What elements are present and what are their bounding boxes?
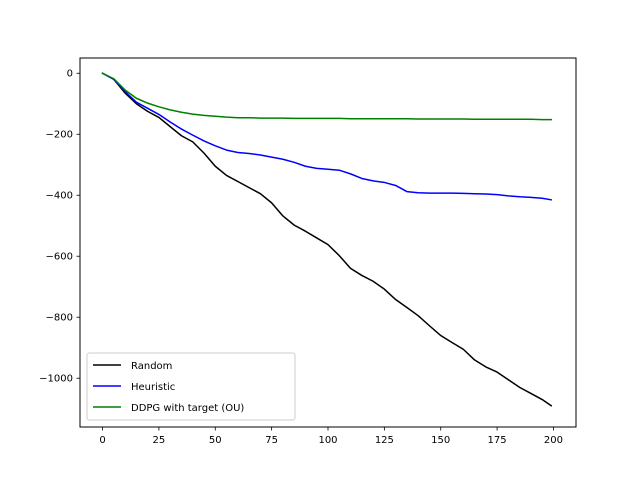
- y-tick-label: −600: [46, 252, 73, 263]
- x-tick-label: 75: [265, 435, 278, 446]
- x-tick-label: 0: [99, 435, 105, 446]
- legend-box: [86, 352, 296, 421]
- y-tick-label: −400: [46, 191, 73, 202]
- y-tick-label: −800: [46, 313, 73, 324]
- legend: Random Heuristic DDPG with target (OU): [86, 352, 296, 421]
- x-tick-label: 150: [431, 435, 450, 446]
- x-tick-label: 50: [209, 435, 222, 446]
- y-tick-label: 0: [67, 69, 73, 80]
- x-tick-label: 25: [153, 435, 166, 446]
- legend-label: DDPG with target (OU): [131, 403, 244, 414]
- legend-label: Heuristic: [131, 382, 175, 393]
- x-tick-label: 100: [318, 435, 337, 446]
- series-line-0: [101, 72, 553, 407]
- legend-label: Random: [131, 361, 172, 372]
- y-tick-label: −1000: [39, 374, 73, 385]
- y-tick-label: −200: [46, 130, 73, 141]
- x-tick-label: 200: [544, 435, 563, 446]
- series-line-1: [101, 72, 553, 201]
- x-tick-label: 175: [488, 435, 507, 446]
- y-axis: 0 −200 −400 −600 −800 −1000: [39, 69, 80, 385]
- series-line-2: [101, 72, 552, 121]
- x-axis: 0 25 50 75 100 125 150 175 200: [99, 427, 563, 446]
- x-tick-label: 125: [375, 435, 394, 446]
- series-layer: [101, 72, 553, 407]
